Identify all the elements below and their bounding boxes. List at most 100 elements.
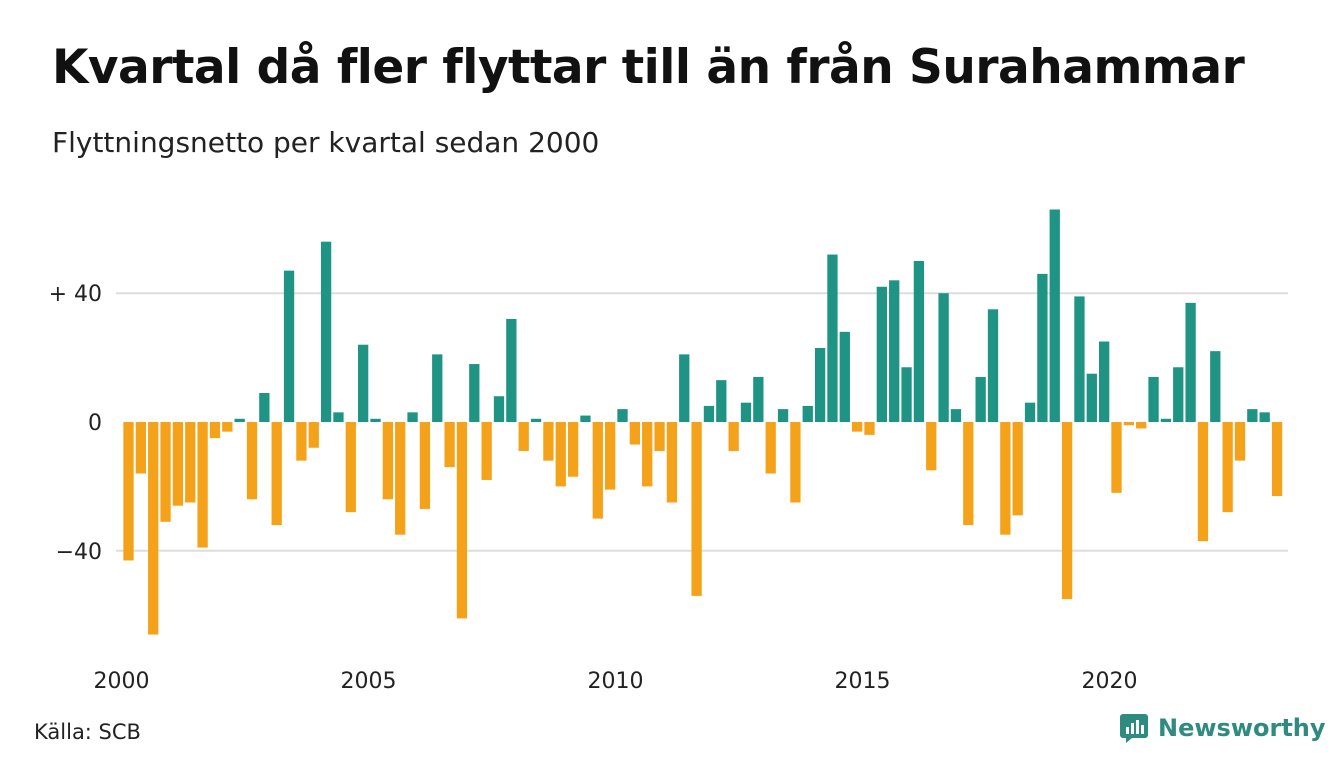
brand: Newsworthy (1118, 712, 1326, 744)
bar: 2017 Q2: 14 (975, 376, 986, 422)
bar: 2003 Q1: -32 (271, 422, 282, 526)
bar: 2022 Q1: 22 (1210, 351, 1221, 422)
bar: 2014 Q3: 28 (839, 331, 850, 422)
bar: 2007 Q4: 32 (506, 318, 517, 422)
bar: 2012 Q2: -9 (728, 422, 739, 451)
bar: 2023 Q1: 3 (1259, 412, 1270, 422)
bar: 2015 Q1: -4 (864, 422, 875, 435)
bar: 2021 Q1: 1 (1160, 418, 1172, 422)
y-axis-ticks: + 40 0 −40 (49, 282, 102, 565)
x-tick-label: 2010 (588, 669, 644, 694)
bar: 2008 Q1: -9 (518, 422, 529, 451)
bar: 2018 Q4: 66 (1049, 209, 1060, 422)
bar: 2018 Q2: 6 (1024, 402, 1036, 422)
bar: 2002 Q1: -3 (222, 422, 233, 432)
bar: 2001 Q2: -25 (185, 422, 196, 503)
bar: 2012 Q4: 14 (753, 376, 764, 422)
bar: 2006 Q4: -61 (456, 422, 468, 619)
y-tick-label: −40 (56, 540, 102, 565)
bar: 2019 Q3: 15 (1086, 373, 1097, 422)
bar: 2022 Q3: -12 (1234, 422, 1246, 461)
bar: 2005 Q4: 3 (407, 412, 418, 422)
bar: 2002 Q2: 1 (234, 418, 245, 422)
bar: 2018 Q3: 46 (1037, 273, 1048, 422)
y-tick-label: + 40 (49, 282, 102, 307)
bar: 2018 Q1: -29 (1012, 422, 1023, 516)
bar: 2010 Q2: -7 (629, 422, 640, 445)
bar: 2006 Q3: -14 (444, 422, 455, 468)
chart-subtitle: Flyttningsnetto per kvartal sedan 2000 (52, 126, 600, 159)
bar: 2016 Q3: 40 (938, 293, 949, 422)
bar: 2016 Q4: 4 (950, 409, 962, 422)
bar: 2003 Q4: -8 (308, 422, 319, 448)
bar: 2022 Q2: -28 (1222, 422, 1233, 513)
x-tick-label: 2015 (835, 669, 891, 694)
bar: 2010 Q3: -20 (642, 422, 653, 487)
bar: 2011 Q1: -25 (666, 422, 678, 503)
bar: 2020 Q4: 14 (1148, 376, 1159, 422)
bar: 2019 Q2: 39 (1074, 296, 1085, 422)
bar: 2009 Q2: 2 (580, 415, 591, 422)
bar: 2001 Q4: -5 (209, 422, 221, 439)
bar: 2004 Q4: 24 (358, 344, 369, 422)
bar: 2005 Q3: -35 (395, 422, 406, 535)
bar: 2011 Q3: -54 (691, 422, 702, 596)
bar: 2012 Q1: 13 (716, 380, 727, 422)
bar: 2008 Q2: 1 (530, 418, 542, 422)
bar: 2016 Q1: 50 (913, 261, 925, 422)
bar: 2009 Q1: -17 (567, 422, 579, 477)
bar: 2001 Q3: -39 (197, 422, 208, 548)
bar: 2000 Q3: -66 (148, 422, 159, 635)
bar: 2017 Q4: -35 (1000, 422, 1011, 535)
bar: 2011 Q4: 5 (703, 405, 715, 422)
bar: 2009 Q3: -30 (592, 422, 603, 519)
bar: 2019 Q4: 25 (1099, 341, 1110, 422)
bar: 2015 Q4: 17 (901, 367, 912, 422)
brand-name: Newsworthy (1158, 714, 1326, 742)
bar: 2021 Q3: 37 (1185, 302, 1196, 422)
bar: 2003 Q2: 47 (283, 270, 295, 422)
bar: 2013 Q4: 5 (802, 405, 813, 422)
bar: 2014 Q2: 52 (827, 254, 838, 422)
bar: 2007 Q3: 8 (493, 396, 505, 422)
bar: 2014 Q1: 23 (814, 347, 826, 422)
source-note: Källa: SCB (34, 720, 141, 744)
bar: 2022 Q4: 4 (1247, 409, 1258, 422)
bar: 2007 Q2: -18 (481, 422, 492, 480)
bar: 2008 Q4: -20 (555, 422, 566, 487)
bar: 2005 Q1: 1 (370, 418, 381, 422)
x-tick-label: 2005 (341, 669, 397, 694)
bar: 2005 Q2: -24 (382, 422, 393, 500)
bar: 2019 Q1: -55 (1061, 422, 1073, 600)
bar: 2021 Q4: -37 (1197, 422, 1209, 542)
bar: 2000 Q4: -31 (160, 422, 171, 522)
bar: 2007 Q1: 18 (469, 364, 480, 422)
bar: 2013 Q1: -16 (765, 422, 776, 474)
bar: 2015 Q2: 42 (876, 286, 887, 422)
bars: 2000 Q1: -432000 Q2: -162000 Q3: -662000… (123, 209, 1283, 635)
bar: 2023 Q2: -23 (1271, 422, 1283, 497)
x-axis-ticks: 2000 2005 2010 2015 2020 (94, 669, 1138, 694)
bar: 2012 Q3: 6 (740, 402, 752, 422)
bar: 2015 Q3: 44 (889, 280, 900, 422)
bar: 2006 Q2: 21 (432, 354, 443, 422)
bar: 2013 Q3: -25 (790, 422, 801, 503)
bar: 2000 Q1: -43 (123, 422, 134, 561)
grid-lines (116, 292, 1288, 552)
bar: 2020 Q3: -2 (1136, 422, 1147, 429)
bar: 2008 Q3: -12 (543, 422, 554, 461)
bar: 2017 Q3: 35 (987, 309, 999, 422)
bar: 2013 Q2: 4 (777, 409, 789, 422)
newsworthy-logo-icon (1120, 714, 1148, 743)
bar: 2016 Q2: -15 (926, 422, 937, 471)
bar: 2001 Q1: -26 (172, 422, 184, 506)
bar: 2000 Q2: -16 (135, 422, 146, 474)
bar-chart: 2000 Q1: -432000 Q2: -162000 Q3: -662000… (49, 209, 1288, 694)
bar: 2010 Q1: 4 (617, 409, 628, 422)
bar: 2009 Q4: -21 (605, 422, 616, 490)
bar: 2006 Q1: -27 (419, 422, 431, 509)
x-tick-label: 2020 (1082, 669, 1138, 694)
bar: 2021 Q2: 17 (1173, 367, 1184, 422)
bar: 2010 Q4: -9 (654, 422, 665, 451)
bar: 2014 Q4: -3 (852, 422, 863, 432)
